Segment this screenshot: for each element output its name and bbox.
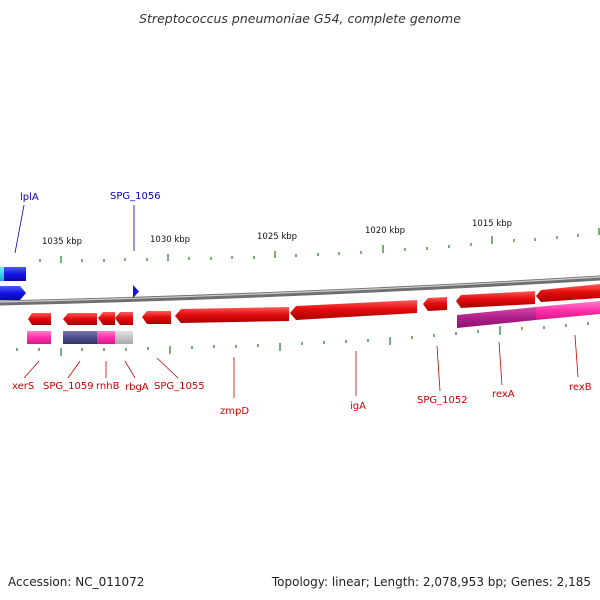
reverse-tick-row [16,322,589,356]
forward-gene-lplA[interactable] [4,267,26,281]
feature-rbgA[interactable] [115,331,133,344]
gene-label-SPG_1055[interactable]: SPG_1055 [154,381,205,392]
gene-label-SPG_1056[interactable]: SPG_1056 [110,191,161,202]
gene-label-SPG_1059[interactable]: SPG_1059 [43,381,94,392]
leader-line-lplA [14,204,25,254]
gene-label-SPG_1052[interactable]: SPG_1052 [417,395,468,406]
kbp-label: 1020 kbp [365,226,405,236]
genome-backbone-highlight [0,276,600,303]
gene-label-lplA[interactable]: lplA [20,192,39,203]
reverse-strand-genes [28,284,600,325]
leader-line-xerS [23,360,40,379]
reverse-gene-labels: xerS SPG_1059 rnhB rbgA SPG_1055 zmpD ig… [12,334,592,417]
gene-label-rexB[interactable]: rexB [569,382,592,393]
gene-label-rexA[interactable]: rexA [492,389,515,400]
reverse-gene-rnhB[interactable] [98,312,115,325]
feature-rexA[interactable] [457,307,536,328]
gene-label-xerS[interactable]: xerS [12,381,34,392]
feature-SPG_1059[interactable] [63,331,97,344]
leader-line-rexB [574,334,579,378]
leader-line-SPG_1059 [67,360,81,379]
forward-gene-SPG_1056[interactable] [133,285,139,298]
forward-strand-genes [0,267,139,300]
reverse-gene-rexB[interactable] [536,284,600,302]
feature-xerS[interactable] [27,331,51,344]
genome-title: Streptococcus pneumoniae G54, complete g… [139,11,461,26]
feature-rexB[interactable] [536,301,600,320]
leader-line-SPG_1055 [156,357,179,379]
genome-summary-text: Topology: linear; Length: 2,078,953 bp; … [271,575,591,589]
leader-line-SPG_1052 [436,345,441,392]
forward-gene-lplA-teal[interactable] [0,267,4,281]
forward-tick-row [39,228,600,263]
forward-gene-lplA-rna[interactable] [4,286,26,300]
gene-label-igA[interactable]: igA [350,401,366,412]
accession-text: Accession: NC_011072 [8,575,144,589]
reverse-gene-rbgA[interactable] [115,312,133,325]
reverse-gene-SPG_1055[interactable] [142,311,171,324]
reverse-gene-rexA[interactable] [456,291,535,308]
reverse-gene-igA[interactable] [290,300,417,320]
reverse-strand-features [27,301,600,344]
kbp-label: 1030 kbp [150,235,190,245]
forward-gene-labels: lplA SPG_1056 [14,191,161,254]
feature-rnhB[interactable] [97,331,115,344]
kbp-label: 1025 kbp [257,232,297,242]
reverse-gene-SPG_1059[interactable] [63,313,97,325]
forward-gene-fragment[interactable] [0,286,4,300]
leader-line-rbgA [124,360,136,379]
gene-label-rbgA[interactable]: rbgA [125,382,149,393]
reverse-gene-xerS[interactable] [28,313,51,325]
kbp-label: 1015 kbp [472,219,512,229]
kbp-label: 1035 kbp [42,237,82,247]
gene-label-rnhB[interactable]: rnhB [96,381,120,392]
reverse-gene-SPG_1052[interactable] [423,297,447,311]
reverse-gene-zmpD[interactable] [175,307,289,323]
leader-line-rexA [498,341,503,386]
gene-label-zmpD[interactable]: zmpD [220,406,249,417]
genome-backbone [0,275,600,306]
